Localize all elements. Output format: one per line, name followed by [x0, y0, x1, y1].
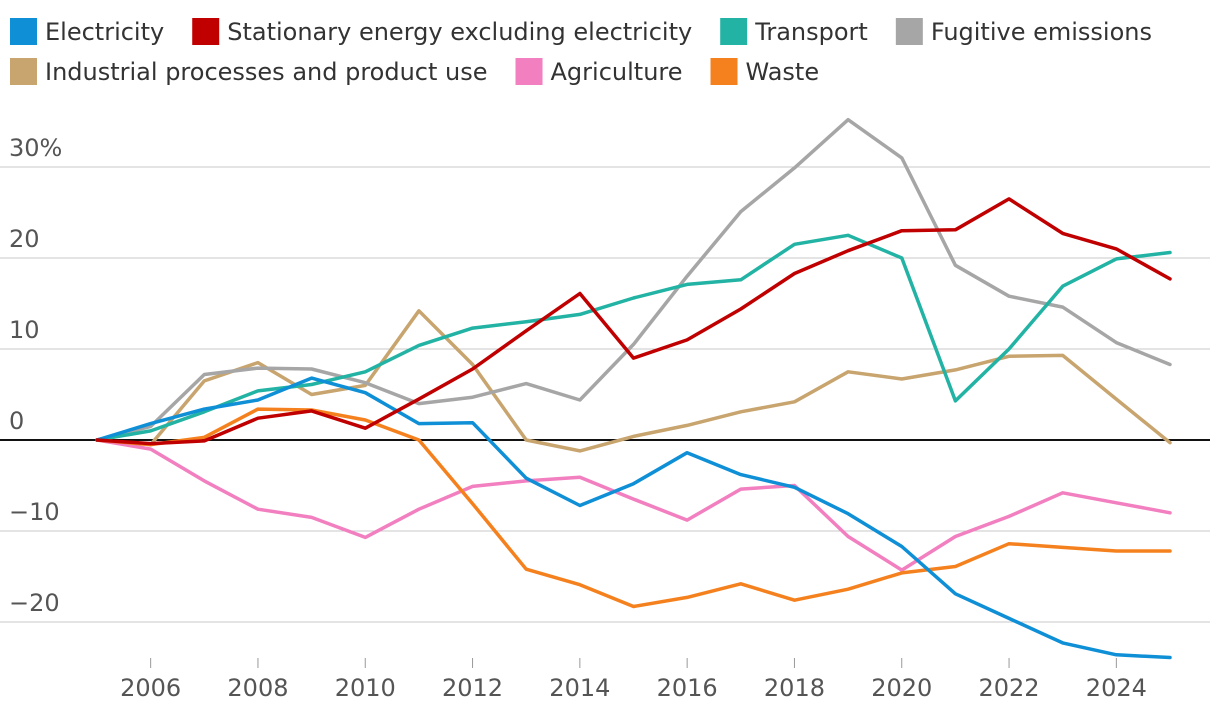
series-line-agriculture [95, 438, 1172, 572]
legend-label: Stationary energy excluding electricity [227, 18, 692, 46]
x-tick-label: 2018 [764, 674, 825, 702]
series-lines [95, 117, 1172, 660]
legend-item-agriculture: Agriculture [515, 58, 683, 86]
chart-legend: Electricity Stationary energy excluding e… [10, 18, 1152, 86]
y-tick-label: −20 [9, 589, 60, 617]
x-tick-label: 2020 [871, 674, 932, 702]
legend-item-transport: Transport [720, 18, 868, 46]
x-tick-label: 2010 [335, 674, 396, 702]
series-line-stationary-energy-excluding-electricity [95, 197, 1172, 446]
series-line-transport [95, 233, 1172, 442]
legend-item-industrial-processes-and-product-use: Industrial processes and product use [10, 58, 488, 86]
legend-swatch [10, 58, 37, 85]
y-tick-label: 0 [9, 407, 24, 435]
x-tick-label: 2006 [120, 674, 181, 702]
x-tick-label: 2016 [657, 674, 718, 702]
series-line-waste [95, 407, 1172, 609]
legend-label: Transport [754, 18, 868, 46]
series-line-fugitive-emissions [95, 117, 1172, 442]
legend-swatch [710, 58, 738, 85]
legend-label: Agriculture [551, 58, 683, 86]
legend-item-fugitive-emissions: Fugitive emissions [895, 18, 1152, 46]
legend-item-electricity: Electricity [10, 18, 164, 46]
y-axis-labels: 30% 20 10 0 −10 −20 [9, 134, 62, 617]
x-axis: 2006 2008 2010 2012 2014 2016 2018 2020 2022 2024 [120, 658, 1147, 702]
x-tick-label: 2024 [1086, 674, 1147, 702]
x-tick-label: 2012 [442, 674, 503, 702]
x-tick-label: 2022 [979, 674, 1040, 702]
y-tick-label: 20 [9, 225, 40, 253]
x-tick-label: 2008 [227, 674, 288, 702]
y-tick-label: −10 [9, 498, 60, 526]
legend-label: Electricity [45, 18, 164, 46]
series-line-electricity [95, 376, 1172, 660]
x-tick-label: 2014 [549, 674, 610, 702]
legend-label: Industrial processes and product use [45, 58, 488, 86]
legend-swatch [192, 18, 220, 45]
legend-item-stationary-energy-excluding-electricity: Stationary energy excluding electricity [192, 18, 692, 46]
legend-label: Fugitive emissions [931, 18, 1152, 46]
series-line-industrial-processes-and-product-use [95, 309, 1172, 453]
y-tick-label: 30% [9, 134, 62, 162]
legend-item-waste: Waste [710, 58, 820, 86]
legend-label: Waste [746, 58, 820, 86]
y-tick-label: 10 [9, 316, 40, 344]
legend-swatch [720, 18, 748, 45]
legend-swatch [515, 58, 543, 85]
legend-swatch [895, 18, 923, 45]
legend-swatch [10, 18, 37, 45]
